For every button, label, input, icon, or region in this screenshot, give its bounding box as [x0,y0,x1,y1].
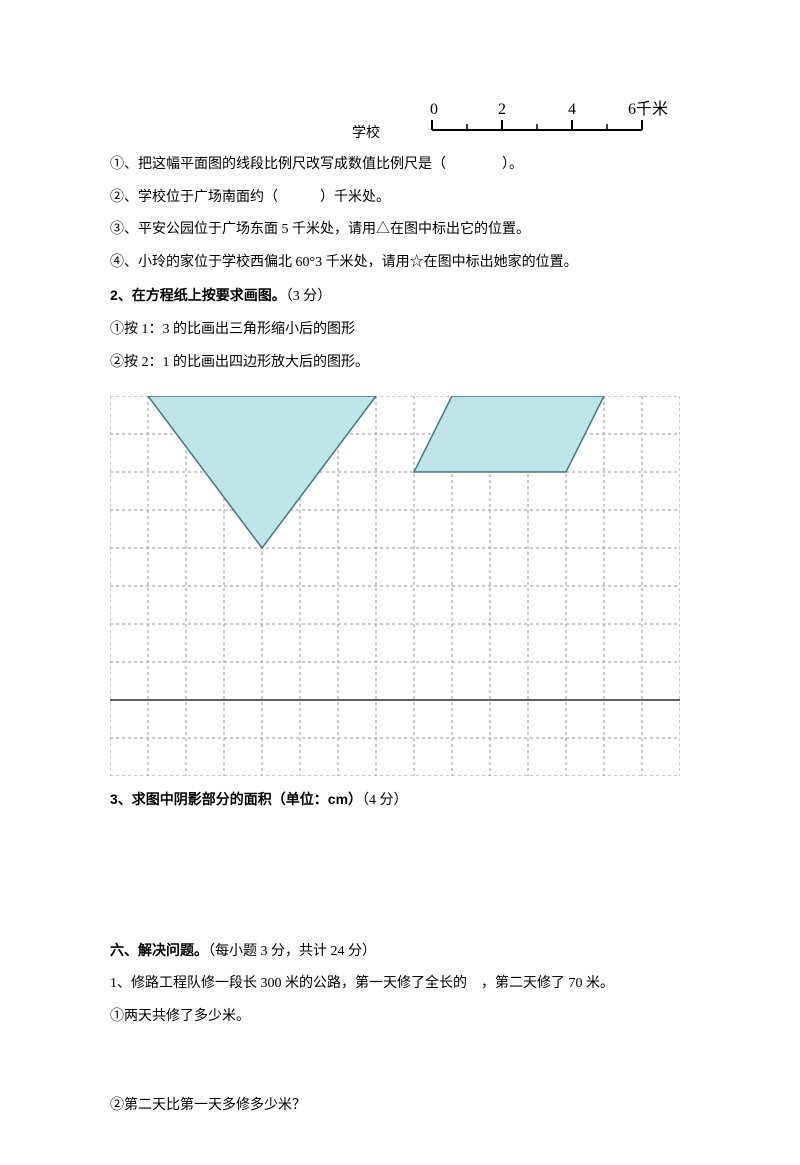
q1-2: ②、学校位于广场南面约（ ）千米处。 [110,185,690,212]
ruler-row: 学校 0 2 4 6千米 [110,100,690,144]
q6-1: 1、修路工程队修一段长 300 米的公路，第一天修了全长的 ，第二天修了 70 … [110,971,690,998]
q1-1: ①、把这幅平面图的线段比例尺改写成数值比例尺是（ ）。 [110,152,690,179]
q6-1-1: ①两天共修了多少米。 [110,1004,690,1031]
q2-title: 2、在方程纸上按要求画图。 [110,287,286,303]
section6-title: 六、解决问题。 [110,942,208,958]
q2-1: ①按 1：3 的比画出三角形缩小后的图形 [110,317,690,344]
scale-ruler: 0 2 4 6千米 [430,100,680,144]
q1-4: ④、小玲的家位于学校西偏北 60°3 千米处，请用☆在图中标出她家的位置。 [110,250,690,277]
q3-title: 3、求图中阴影部分的面积（单位：cm） [110,791,362,807]
ruler-tick-0: 0 [430,101,438,118]
page: 学校 0 2 4 6千米 ①、把这幅平面图的线段比例尺改写成数值比例尺是（ ）。… [0,0,800,1165]
grid-paper [110,396,680,776]
q2-title-row: 2、在方程纸上按要求画图。（3 分） [110,282,690,311]
q1-3: ③、平安公园位于广场东面 5 千米处，请用△在图中标出它的位置。 [110,217,690,244]
section6-row: 六、解决问题。（每小题 3 分，共计 24 分） [110,937,690,966]
grid-container [110,396,690,776]
q2-2: ②按 2：1 的比画出四边形放大后的图形。 [110,350,690,377]
ruler-tick-2: 2 [498,101,506,118]
section6-points: （每小题 3 分，共计 24 分） [208,944,376,959]
q3-row: 3、求图中阴影部分的面积（单位：cm）（4 分） [110,786,690,815]
q2-points: （3 分） [286,289,332,304]
parallelogram-shape [414,396,604,472]
spacer [110,821,690,931]
ruler-tick-4: 4 [568,101,576,118]
school-label: 学校 [110,122,430,144]
spacer2 [110,1037,690,1087]
q6-1-2: ②第二天比第一天多修多少米？ [110,1093,690,1120]
q3-points: （4 分） [362,793,408,808]
ruler-tick-6: 6千米 [628,100,668,118]
